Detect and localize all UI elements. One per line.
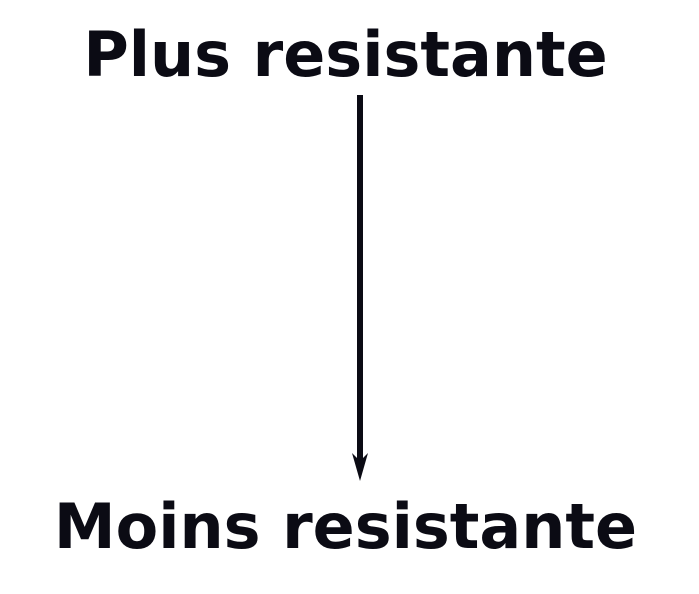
top-label: Plus resistante [83, 18, 608, 91]
arrow-head [352, 453, 368, 481]
down-arrow-icon [352, 95, 368, 481]
bottom-label: Moins resistante [53, 490, 638, 563]
